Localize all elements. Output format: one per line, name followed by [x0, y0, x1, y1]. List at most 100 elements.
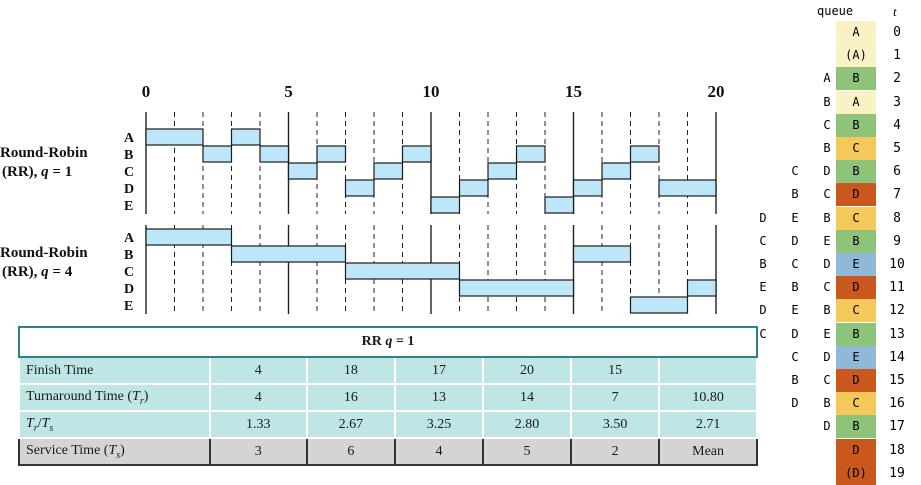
queue-header: queue — [817, 4, 854, 18]
row-label: Turnaround Time (Tr) — [18, 383, 211, 412]
process-label: D — [124, 282, 134, 297]
running-process-cell: B — [836, 229, 876, 253]
queued-process: B — [823, 94, 831, 109]
table-cell: 3.50 — [570, 410, 661, 439]
time-step: 18 — [889, 442, 905, 458]
gantt-bar-C — [373, 162, 404, 180]
time-header: t — [893, 4, 897, 19]
table-cell: 5 — [481, 437, 573, 466]
service-time-row: Service Time (Ts) 3 6 4 5 2 Mean — [18, 437, 758, 466]
table-cell: 1.33 — [208, 410, 308, 439]
table-row: Finish Time 4 18 17 20 15 — [18, 356, 758, 385]
gantt-bar-C — [287, 162, 318, 180]
process-label: C — [124, 265, 134, 280]
table-cell: 20 — [481, 356, 573, 385]
process-label: B — [124, 248, 133, 263]
gantt-bar-D — [572, 179, 603, 197]
queued-process: B — [791, 187, 799, 202]
process-label: E — [124, 299, 133, 314]
table-title-row: RR q = 1 — [18, 326, 758, 358]
running-process-cell: C — [836, 137, 876, 160]
queued-process: B — [823, 141, 831, 155]
running-process-cell: D — [836, 438, 876, 462]
process-label: D — [124, 182, 134, 197]
queue-panel: queue t A 0 (A) 1 B A 2 A B 3 B C 4 C B 5 B C D 6 D B C 7 C D E B 8 B… — [735, 0, 921, 485]
gantt-bar-B — [202, 145, 233, 163]
gridlines — [145, 112, 717, 314]
gantt-bar-A — [145, 228, 233, 246]
running-process-cell: D — [836, 276, 876, 300]
running-process-cell: (A) — [836, 44, 876, 68]
queued-process: E — [791, 303, 799, 318]
table-row: Turnaround Time (Tr) 4 16 13 14 7 10.80 — [18, 383, 758, 412]
queued-process: C — [823, 373, 831, 387]
running-process-cell: E — [836, 253, 876, 276]
table-cell: 13 — [393, 383, 484, 412]
running-process-cell: B — [836, 160, 876, 184]
running-process-cell: E — [836, 345, 876, 369]
queued-process: C — [759, 233, 767, 248]
queued-process: C — [823, 187, 831, 202]
gantt-bar-B — [515, 145, 546, 163]
table-cell: 18 — [305, 356, 396, 385]
time-step: 6 — [893, 164, 901, 180]
table-cell: 4 — [208, 383, 308, 412]
queued-process: E — [823, 233, 831, 248]
table-cell: Mean — [658, 437, 758, 466]
gantt-bar-E — [629, 296, 689, 314]
time-step: 11 — [889, 280, 905, 296]
rr-results-table: RR q = 1 Finish Time 4 18 17 20 15 Turnaround T… — [18, 326, 758, 466]
time-step: 8 — [893, 210, 901, 226]
table-cell: 3 — [208, 437, 308, 466]
table-row: Tr/Ts 1.33 2.67 3.25 2.80 3.50 2.71 — [18, 410, 758, 439]
time-step: 13 — [889, 326, 905, 342]
tick-label: 20 — [708, 82, 725, 101]
queued-process: D — [823, 164, 831, 179]
queued-process: E — [823, 326, 831, 341]
queued-process: E — [759, 280, 767, 295]
tick-label: 5 — [284, 82, 293, 101]
queued-process: E — [791, 210, 799, 225]
queued-process: B — [759, 257, 767, 271]
queued-process: D — [791, 233, 799, 248]
chart-quantum: (RR), q = 4 — [2, 264, 73, 280]
table-cell: 15 — [570, 356, 661, 385]
queued-process: D — [759, 303, 767, 318]
table-cell: 2.71 — [658, 410, 758, 439]
time-step: 14 — [889, 349, 905, 365]
time-step: 10 — [889, 257, 905, 272]
gantt-bar-B — [259, 145, 290, 163]
table-cell: 7 — [570, 383, 661, 412]
table-cell: 2.80 — [481, 410, 573, 439]
running-process-cell: D — [836, 183, 876, 207]
time-step: 0 — [893, 25, 901, 40]
time-axis: 0 5 10 15 20 — [142, 82, 725, 101]
gantt-bar-C — [601, 162, 632, 180]
queued-process: C — [791, 257, 799, 271]
running-process-cell: A — [836, 90, 876, 114]
running-process-cell: B — [836, 322, 876, 346]
process-label: E — [124, 199, 133, 214]
queued-process: D — [823, 257, 831, 271]
time-step: 7 — [893, 187, 901, 203]
gantt-bar-D — [686, 279, 717, 297]
queued-process: C — [823, 280, 831, 295]
time-step: 15 — [889, 373, 905, 388]
time-step: 19 — [889, 465, 905, 481]
queued-process: B — [791, 280, 799, 295]
queued-process: C — [791, 164, 799, 179]
table-cell: 17 — [393, 356, 484, 385]
gantt-bar-B — [572, 245, 632, 263]
gantt-bar-D — [344, 179, 375, 197]
gantt-bar-C — [487, 162, 518, 180]
queued-process: D — [791, 396, 799, 411]
time-step: 9 — [893, 233, 901, 249]
tick-label: 10 — [423, 82, 440, 101]
queued-process: D — [823, 419, 831, 434]
gantt-bar-C — [344, 262, 461, 280]
running-process-cell: (D) — [836, 461, 876, 485]
time-step: 3 — [893, 94, 901, 110]
tick-label: 0 — [142, 82, 151, 101]
